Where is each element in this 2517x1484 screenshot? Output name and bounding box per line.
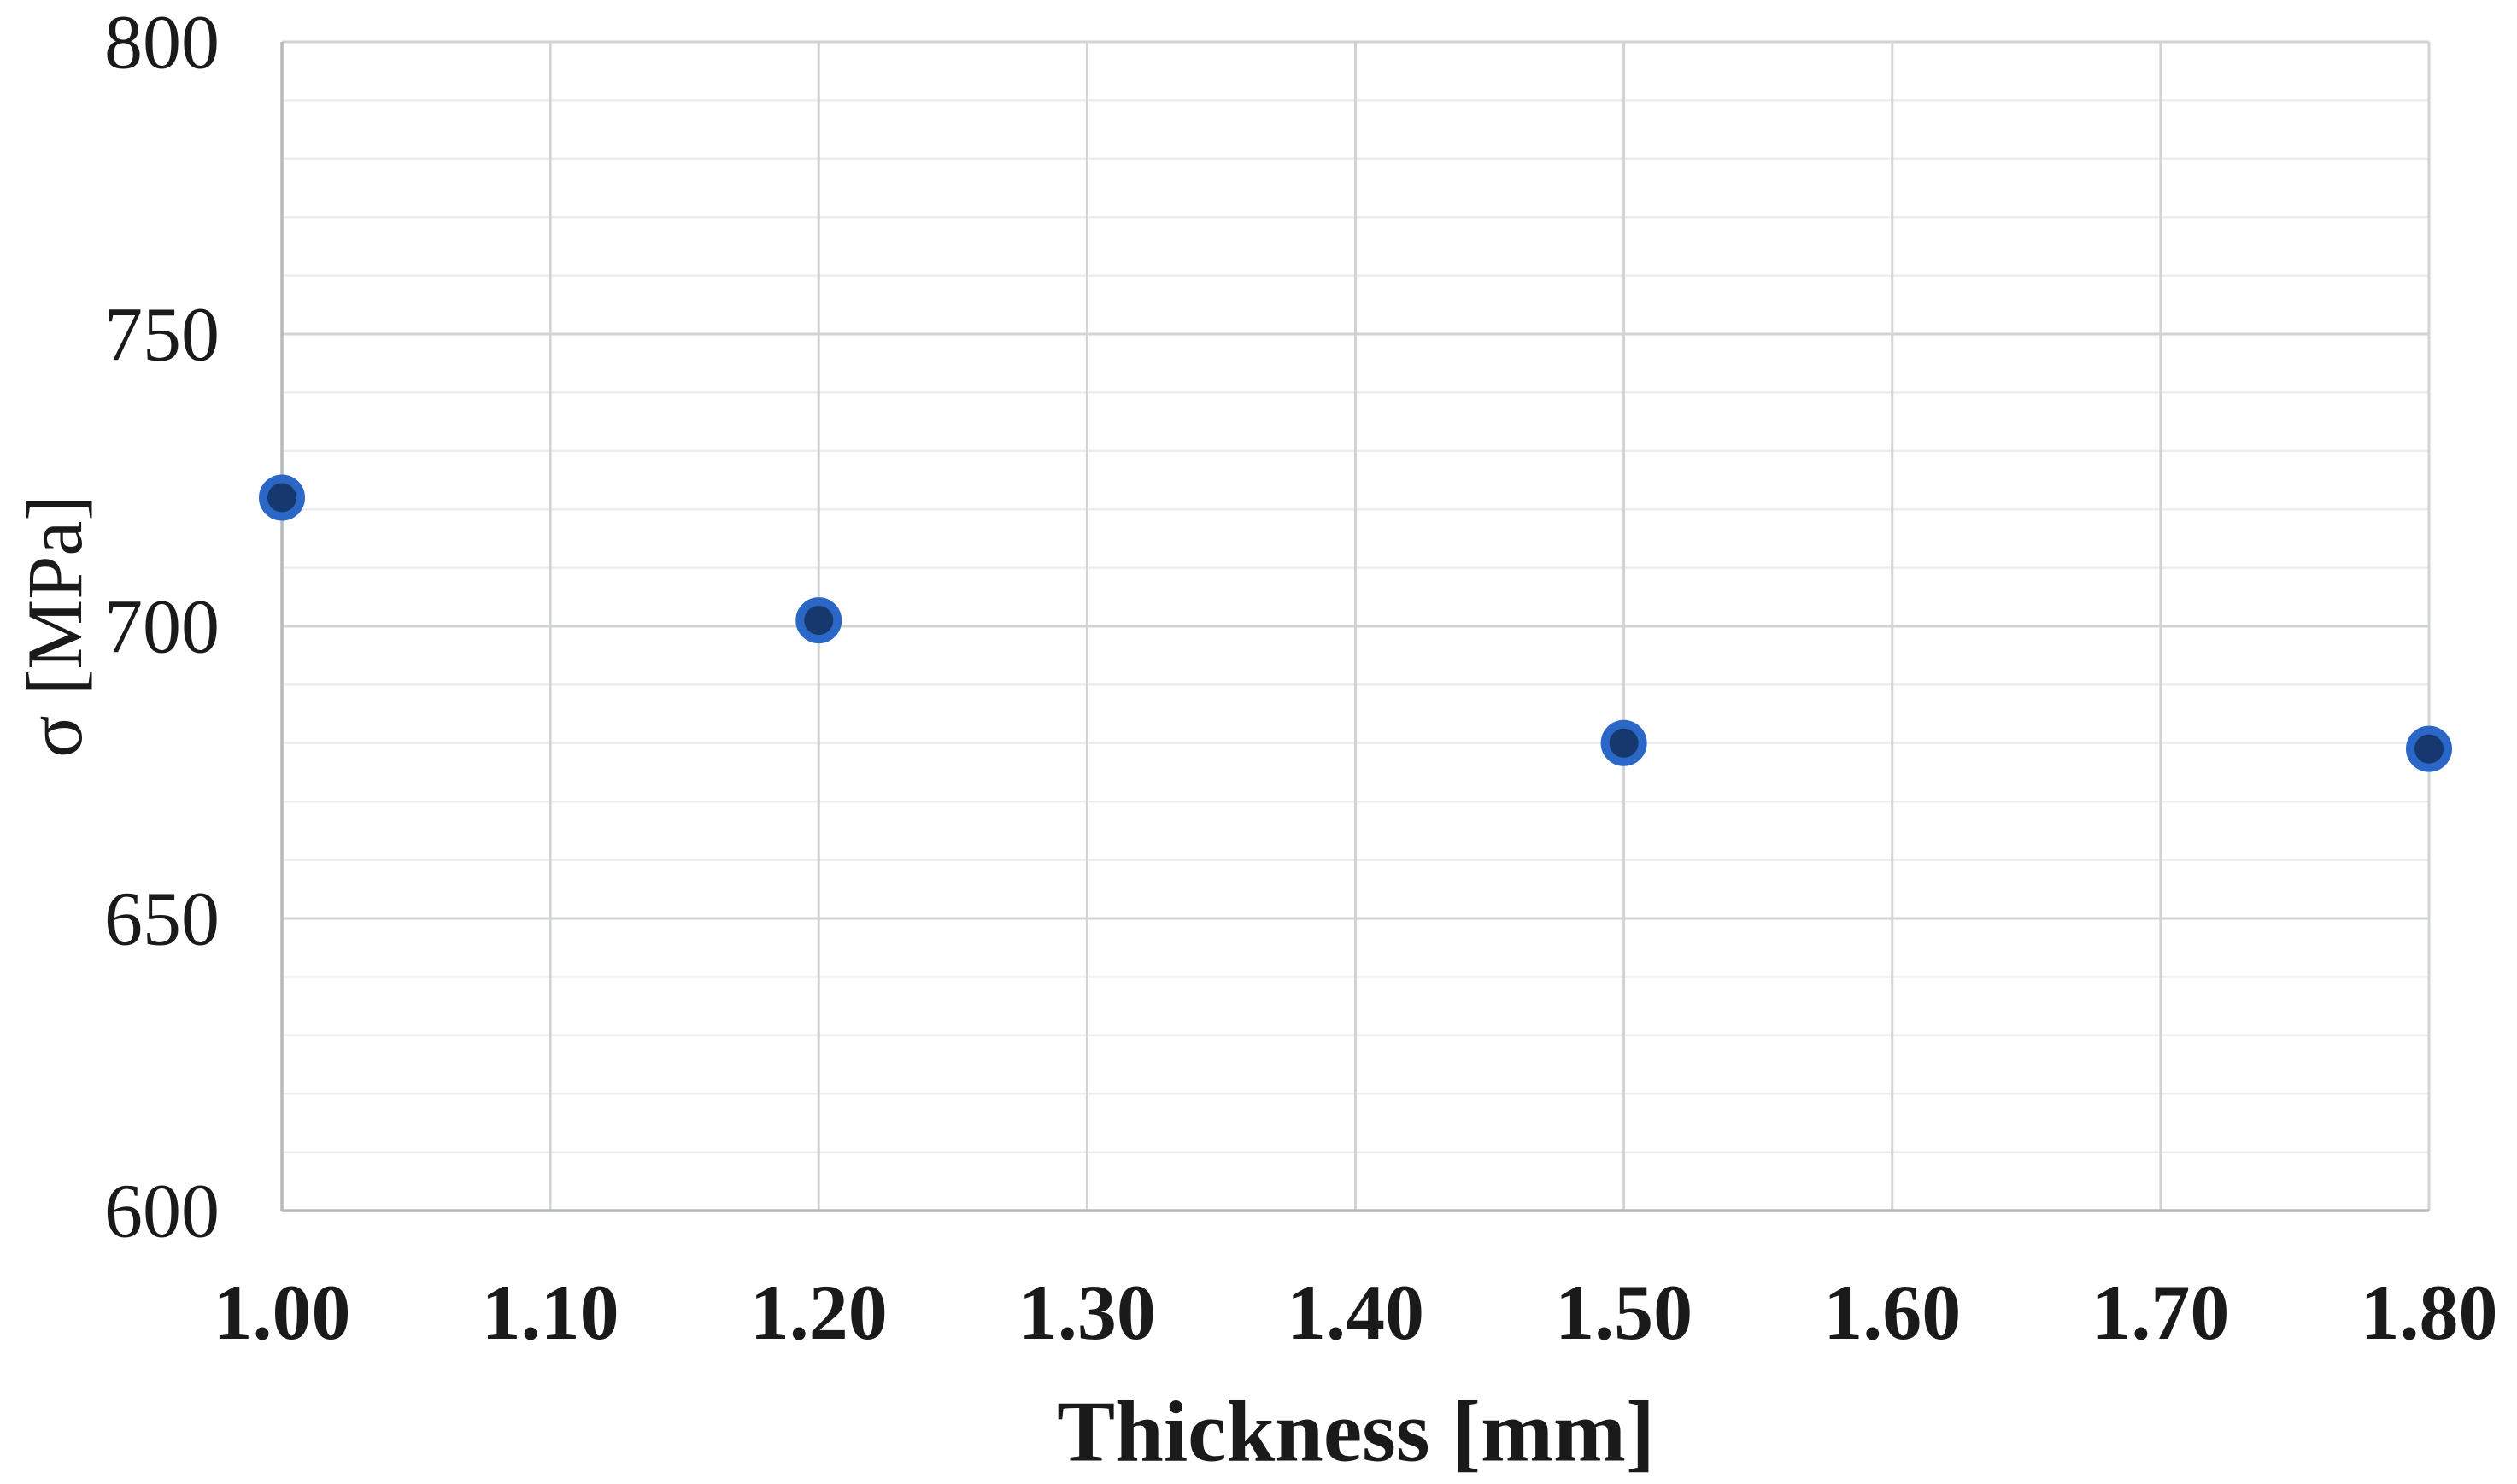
x-axis-title: Thickness [mm]: [1057, 1383, 1655, 1481]
data-point: [1600, 719, 1647, 766]
y-tick-label: 600: [104, 1170, 220, 1254]
y-tick-label: 650: [104, 877, 220, 962]
x-tick-label: 1.30: [1018, 1269, 1156, 1356]
data-point: [795, 597, 842, 644]
x-tick-label: 1.40: [1287, 1269, 1424, 1356]
x-tick-label: 1.00: [214, 1269, 351, 1356]
data-point: [2406, 725, 2452, 772]
x-tick-label: 1.60: [1823, 1269, 1961, 1356]
x-tick-label: 1.70: [2092, 1269, 2229, 1356]
y-tick-label: 800: [104, 1, 220, 85]
y-axis-title: σ [MPa]: [11, 495, 98, 758]
data-point: [259, 474, 305, 521]
x-tick-label: 1.80: [2361, 1269, 2498, 1356]
x-tick-label: 1.10: [482, 1269, 619, 1356]
y-tick-label: 700: [104, 585, 220, 670]
x-tick-label: 1.20: [750, 1269, 888, 1356]
x-tick-label: 1.50: [1555, 1269, 1693, 1356]
y-tick-label: 750: [104, 293, 220, 378]
